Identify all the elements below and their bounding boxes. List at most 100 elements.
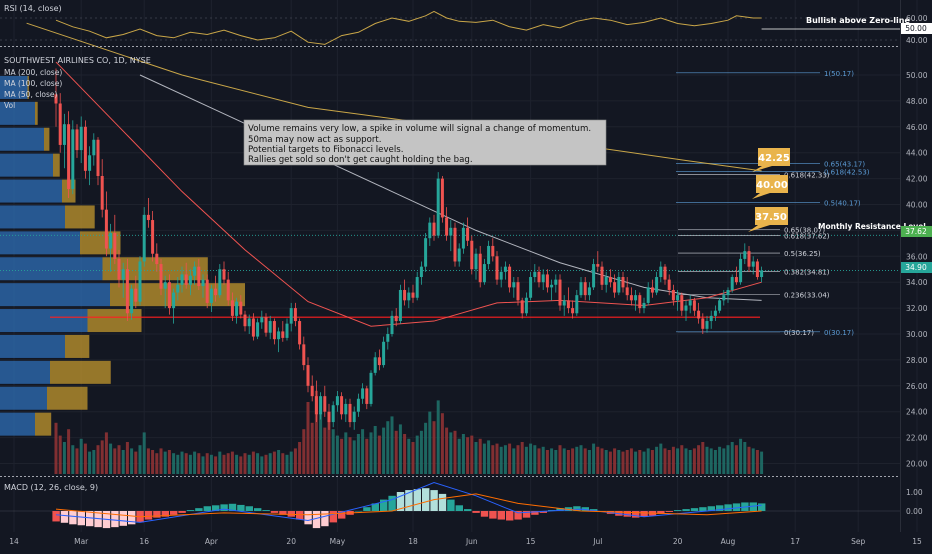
- ma100-label[interactable]: MA (100, close): [4, 79, 62, 88]
- candle-body-76: [331, 405, 335, 423]
- candle-body-56: [247, 318, 251, 327]
- time-tick-9: Jul: [592, 537, 602, 546]
- ma200-label[interactable]: MA (200, close): [4, 68, 62, 77]
- macd-hist-16: [77, 511, 85, 526]
- volume-bar-125: [537, 448, 541, 474]
- candle-body-119: [512, 282, 516, 288]
- candle-body-105: [453, 227, 457, 262]
- macd-hist-52: [228, 503, 237, 511]
- vp-gold-bar-9: [87, 309, 142, 333]
- price-tick-5: 40.00: [906, 201, 928, 210]
- fibonacci-levels: 0.618(42.33) 0.65(38.07)0.618(37.62) 0.5(3…: [0, 70, 900, 337]
- analysis-note[interactable]: Volume remains very low, a spike in volu…: [243, 119, 607, 166]
- candle-body-126: [541, 274, 545, 283]
- time-tick-14: 15: [912, 537, 922, 546]
- fib-left-label-0: 0.618(42.33): [784, 171, 830, 179]
- volume-bar-23: [109, 443, 113, 474]
- rsi-annotation: Bullish above Zero-line: [806, 16, 910, 25]
- candle-body-122: [524, 297, 528, 314]
- volume-bar-107: [461, 434, 465, 474]
- volume-bar-144: [617, 450, 621, 474]
- volume-bar-138: [592, 443, 596, 474]
- candle-body-109: [470, 240, 474, 270]
- macd-hist-38: [170, 511, 178, 515]
- volume-bar-171: [730, 442, 734, 474]
- candle-body-111: [478, 253, 482, 283]
- fib-left-label-5: 0.236(33.04): [784, 292, 830, 300]
- price-tick-0: 50.00: [906, 71, 928, 80]
- time-tick-5: May: [330, 537, 346, 546]
- volume-bar-19: [92, 450, 96, 474]
- vp-blue-bar-1: [0, 101, 35, 125]
- volume-bar-54: [239, 456, 243, 474]
- target-callout-1[interactable]: 42.25: [752, 148, 790, 172]
- volume-bar-71: [310, 422, 314, 474]
- volume-bar-69: [302, 429, 306, 474]
- candle-body-37: [167, 282, 171, 309]
- volume-bar-37: [167, 450, 171, 474]
- rsi-label[interactable]: RSI (14, close): [4, 4, 62, 13]
- macd-hist-150: [640, 511, 648, 517]
- candle-body-58: [256, 322, 260, 337]
- volume-bar-137: [587, 450, 591, 474]
- volume-bar-41: [184, 453, 188, 474]
- candle-body-124: [533, 271, 537, 278]
- macd-label[interactable]: MACD (12, 26, close, 9): [4, 483, 98, 492]
- volume-bar-55: [243, 453, 247, 474]
- candle-body-44: [197, 266, 201, 287]
- volume-bar-56: [247, 454, 251, 474]
- target-callout-2[interactable]: 40.00: [752, 175, 788, 199]
- candle-body-161: [688, 300, 692, 306]
- vp-gold-bar-2: [44, 127, 50, 151]
- volume-bar-46: [205, 453, 209, 474]
- candle-body-155: [663, 266, 667, 280]
- candle-body-52: [230, 300, 234, 316]
- volume-bar-60: [264, 454, 268, 474]
- vp-gold-bar-10: [65, 334, 90, 358]
- candle-body-176: [751, 261, 755, 267]
- candle-body-129: [554, 279, 558, 285]
- macd-hist-46: [203, 506, 211, 511]
- volume-bar-127: [545, 450, 549, 474]
- macd-hist-118: [506, 511, 514, 521]
- candle-body-118: [508, 266, 512, 288]
- volume-bar-112: [482, 443, 486, 474]
- candle-body-101: [436, 178, 440, 236]
- candle-body-104: [449, 227, 453, 236]
- price-tick-9: 32.00: [906, 304, 928, 313]
- candle-body-166: [709, 315, 713, 322]
- volume-bar-43: [193, 451, 197, 474]
- volume-bar-21: [100, 440, 104, 474]
- volume-bar-178: [760, 451, 764, 474]
- time-tick-1: Mar: [74, 537, 89, 546]
- volume-bar-53: [235, 454, 239, 474]
- volume-bar-141: [604, 450, 608, 474]
- symbol-title[interactable]: SOUTHWEST AIRLINES CO, 1D, NYSE: [4, 56, 151, 65]
- candle-body-68: [298, 321, 302, 345]
- volume-bar-97: [419, 430, 423, 474]
- target-callout-3[interactable]: 37.50: [748, 207, 788, 232]
- candle-body-55: [243, 314, 247, 327]
- candle-body-149: [638, 295, 642, 309]
- candle-body-148: [634, 295, 638, 301]
- candle-body-162: [692, 300, 696, 311]
- candle-body-38: [172, 292, 176, 309]
- macd-hist-126: [539, 511, 547, 513]
- candle-body-141: [604, 277, 608, 285]
- ma50-label[interactable]: MA (50, close): [4, 90, 58, 99]
- candle-body-88: [382, 341, 386, 366]
- vp-blue-bar-7: [0, 257, 103, 281]
- candle-body-171: [730, 277, 734, 290]
- candle-body-150: [642, 302, 646, 309]
- volume-bar-140: [600, 448, 604, 474]
- price-tick-4: 42.00: [906, 175, 928, 184]
- volume-bar-50: [222, 454, 226, 474]
- volume-label[interactable]: Vol: [4, 101, 15, 110]
- time-axis[interactable]: 14 Mar 16 Apr 20 May 18 Jun 15 Jul 20 Aug 17 Sep 15: [9, 537, 922, 546]
- candle-body-172: [734, 277, 738, 283]
- volume-bar-68: [298, 442, 302, 474]
- candle-body-174: [743, 251, 747, 259]
- candle-body-164: [701, 318, 705, 329]
